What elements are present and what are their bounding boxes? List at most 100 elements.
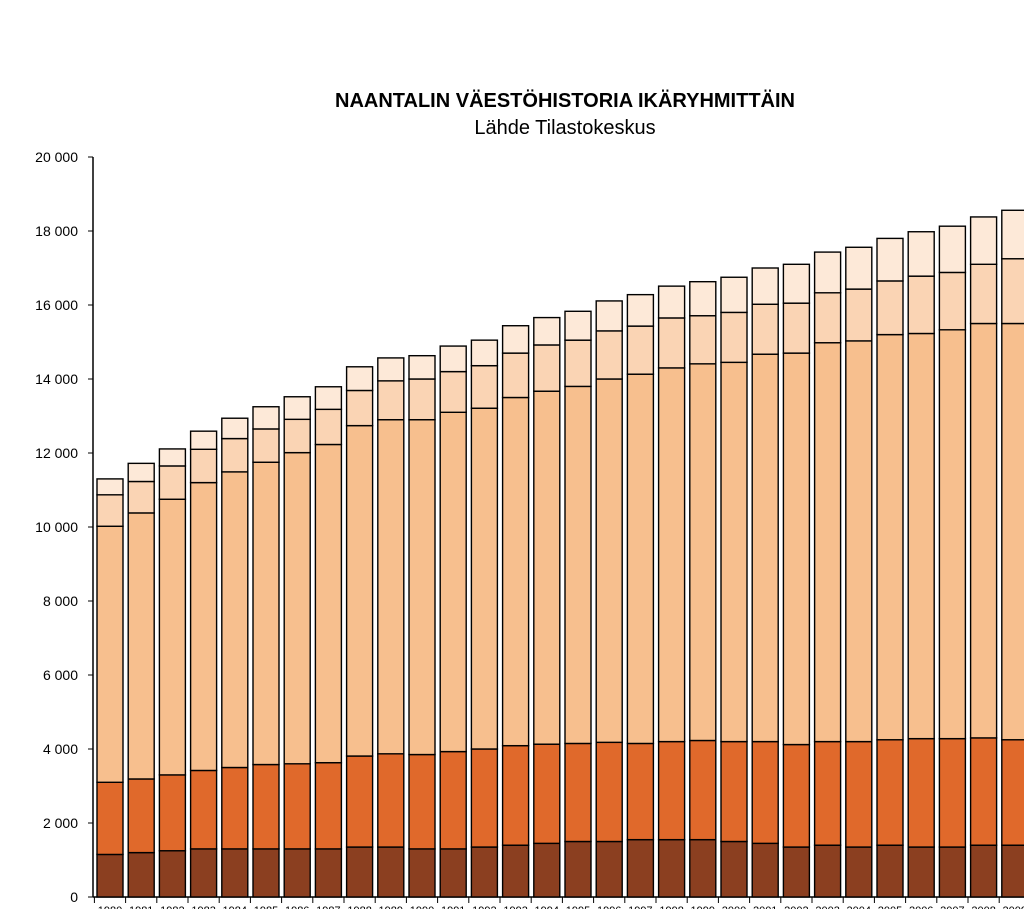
- bar-segment: [314, 761, 343, 850]
- bar-segment: [595, 741, 623, 843]
- bar-segment: [439, 345, 467, 373]
- y-tick-label: 18 000: [35, 223, 78, 239]
- bar-segment: [377, 753, 405, 848]
- bar-segment: [408, 378, 436, 421]
- bar-segment: [533, 316, 561, 346]
- bar-segment: [189, 481, 218, 772]
- bar-segment: [283, 418, 311, 454]
- bar-segment: [96, 781, 124, 856]
- bar-segment: [938, 737, 967, 848]
- bar-segment: [969, 263, 998, 325]
- bar-segment: [938, 846, 967, 898]
- bar-segment: [470, 364, 499, 409]
- bar-segment: [813, 251, 842, 294]
- bar-segment: [221, 437, 249, 473]
- bar-segment: [782, 352, 811, 746]
- bar-segment: [876, 844, 904, 898]
- bar-segment: [533, 743, 561, 845]
- bar-segment: [283, 396, 311, 421]
- bar-segment: [876, 280, 904, 336]
- bar-segment: [533, 842, 561, 898]
- bar-segment: [470, 407, 499, 750]
- bar-segment: [501, 844, 530, 898]
- bar-segment: [439, 750, 467, 850]
- bar-segment: [221, 471, 249, 769]
- x-tick-label: 1997: [628, 905, 652, 909]
- bar-segment: [969, 322, 998, 739]
- bar-segment: [314, 848, 343, 898]
- chart-title: NAANTALIN VÄESTÖHISTORIA IKÄRYHMITTÄIN: [335, 90, 795, 112]
- bar-segment: [876, 333, 904, 741]
- bar-segment: [782, 743, 811, 848]
- bar-segment: [408, 419, 436, 756]
- bar-segment: [689, 280, 717, 317]
- bar-segment: [345, 755, 374, 848]
- bar-segment: [689, 838, 717, 898]
- bar-segment: [501, 325, 530, 354]
- bar-segment: [408, 848, 436, 898]
- bar-segment: [907, 737, 935, 848]
- x-tick-label: 1984: [223, 905, 247, 909]
- bar-segment: [127, 778, 155, 854]
- bar-segment: [345, 846, 374, 898]
- y-tick-label: 20 000: [35, 149, 78, 165]
- bar-segment: [720, 740, 748, 843]
- bar-segment: [938, 329, 967, 740]
- bar-segment: [751, 267, 779, 305]
- x-tick-label: 1983: [191, 905, 215, 909]
- bar-segment: [221, 417, 249, 440]
- bar-segment: [221, 766, 249, 850]
- bar-segment: [876, 739, 904, 846]
- bar-segment: [782, 302, 811, 354]
- bar-segment: [564, 385, 592, 745]
- bar-segment: [689, 315, 717, 365]
- x-tick-label: 2008: [971, 905, 995, 909]
- bar-segment: [377, 419, 405, 755]
- bar-segment: [96, 478, 124, 496]
- bar-segment: [626, 325, 655, 375]
- bar-segment: [564, 310, 592, 341]
- x-tick-label: 1990: [410, 905, 434, 909]
- bar-segment: [845, 288, 873, 342]
- bar-segment: [751, 842, 779, 898]
- bar-segment: [845, 846, 873, 898]
- bar-segment: [439, 848, 467, 898]
- x-tick-label: 2004: [847, 905, 871, 909]
- bar-segment: [158, 850, 187, 898]
- x-tick-label: 1999: [691, 905, 715, 909]
- bar-segment: [969, 844, 998, 898]
- bar-segment: [158, 498, 187, 776]
- bar-segment: [564, 742, 592, 843]
- bar-segment: [689, 739, 717, 841]
- bar-segment: [533, 390, 561, 745]
- bar-segment: [595, 378, 623, 744]
- bar-segment: [439, 370, 467, 414]
- bar-segment: [283, 763, 311, 850]
- bar-segment: [813, 292, 842, 344]
- bar-segment: [751, 303, 779, 355]
- bar-segment: [189, 848, 218, 898]
- x-tick-label: 1994: [535, 905, 559, 909]
- bar-segment: [314, 408, 343, 446]
- bar-segment: [1001, 258, 1024, 325]
- bar-segment: [720, 276, 748, 314]
- bar-segment: [751, 740, 779, 845]
- bar-segment: [533, 344, 561, 392]
- bar-segment: [377, 357, 405, 382]
- bar-segment: [782, 263, 811, 304]
- bar-segment: [938, 225, 967, 274]
- chart-bars: [96, 209, 1024, 898]
- x-tick-labels: 1980 1981 1982 1983 1984 1985 1986 1987 1988 1989…: [98, 905, 1024, 909]
- bar-segment: [845, 740, 873, 848]
- bar-segment: [845, 340, 873, 743]
- bar-segment: [470, 339, 499, 367]
- bar-segment: [283, 451, 311, 765]
- bar-segment: [907, 846, 935, 898]
- x-tick-label: 2003: [815, 905, 839, 909]
- bar-segment: [907, 332, 935, 740]
- bar-segment: [626, 373, 655, 745]
- bar-segment: [907, 275, 935, 335]
- bar-segment: [813, 740, 842, 846]
